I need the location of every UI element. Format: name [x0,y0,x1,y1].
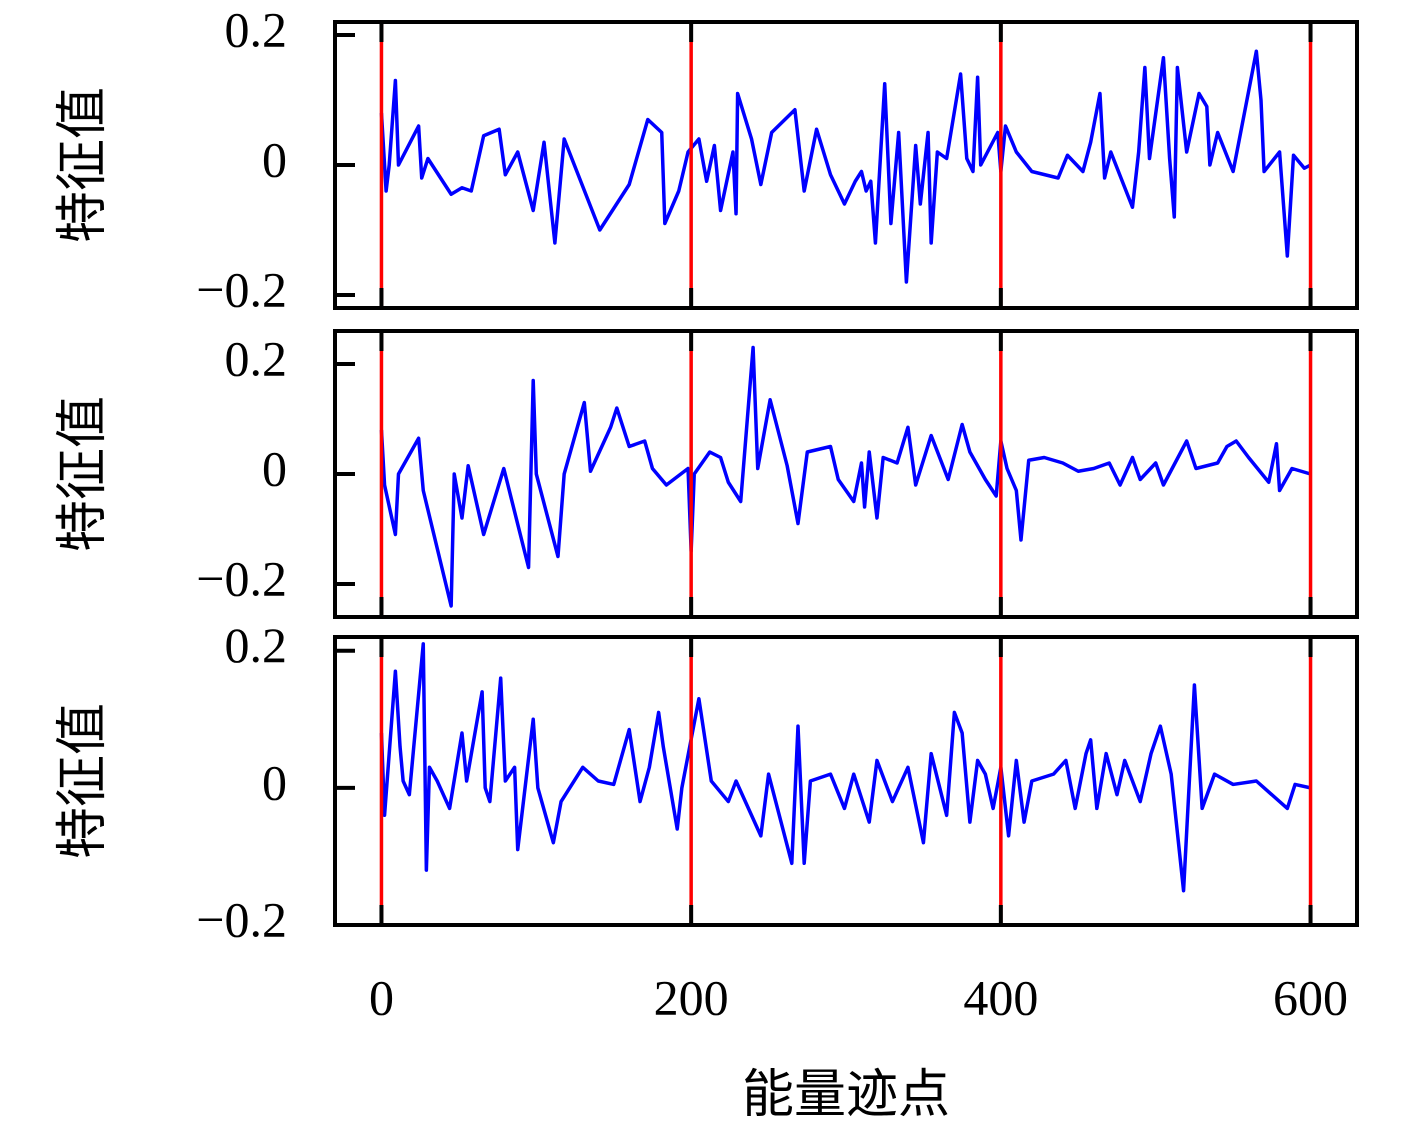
y-tick-label: −0.2 [196,550,287,606]
y-tick-label: −0.2 [196,891,287,947]
x-tick-label: 0 [369,969,394,1025]
data-line [379,642,1311,893]
x-tick-label: 400 [963,969,1038,1025]
y-axis-label: 特征值 [55,396,112,552]
x-tick-label: 200 [654,969,729,1025]
plot-frame [333,20,1359,310]
plot-frame [333,635,1359,927]
x-axis-label: 能量迹点 [742,1067,950,1124]
y-axis-label: 特征值 [55,703,112,859]
y-tick-label: 0.2 [225,617,288,673]
data-line [379,49,1312,284]
y-tick-label: 0 [262,131,287,187]
x-tick-label: 600 [1273,969,1348,1025]
data-line [379,345,1312,608]
y-axis-label: 特征值 [55,87,112,243]
y-tick-label: 0.2 [225,1,288,57]
plot-frame [333,329,1359,619]
y-tick-label: 0 [262,440,287,496]
y-tick-label: −0.2 [196,261,287,317]
y-tick-label: 0 [262,754,287,810]
y-tick-label: 0.2 [225,330,288,386]
